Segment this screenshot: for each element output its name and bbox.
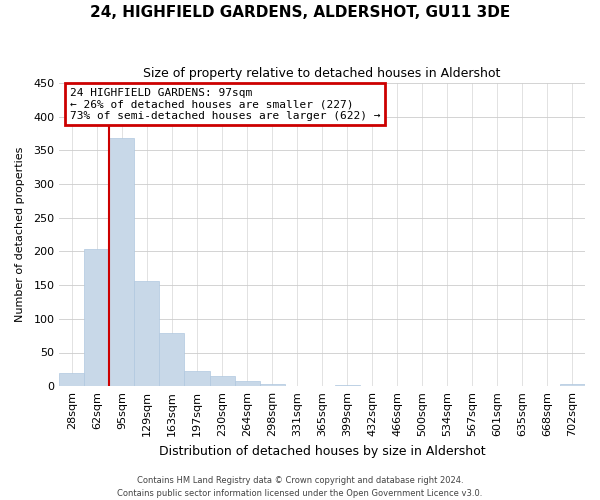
Text: Contains HM Land Registry data © Crown copyright and database right 2024.
Contai: Contains HM Land Registry data © Crown c…: [118, 476, 482, 498]
Text: 24, HIGHFIELD GARDENS, ALDERSHOT, GU11 3DE: 24, HIGHFIELD GARDENS, ALDERSHOT, GU11 3…: [90, 5, 510, 20]
Bar: [134, 281, 160, 386]
X-axis label: Distribution of detached houses by size in Aldershot: Distribution of detached houses by size …: [159, 444, 485, 458]
Text: 24 HIGHFIELD GARDENS: 97sqm
← 26% of detached houses are smaller (227)
73% of se: 24 HIGHFIELD GARDENS: 97sqm ← 26% of det…: [70, 88, 380, 121]
Bar: [59, 372, 85, 386]
Bar: [209, 376, 235, 386]
Bar: [109, 138, 134, 386]
Bar: [260, 384, 284, 386]
Y-axis label: Number of detached properties: Number of detached properties: [15, 147, 25, 322]
Bar: [184, 370, 209, 386]
Bar: [85, 250, 109, 386]
Bar: [160, 333, 184, 386]
Bar: [560, 384, 585, 386]
Title: Size of property relative to detached houses in Aldershot: Size of property relative to detached ho…: [143, 68, 501, 80]
Bar: [335, 385, 360, 386]
Bar: [235, 381, 260, 386]
